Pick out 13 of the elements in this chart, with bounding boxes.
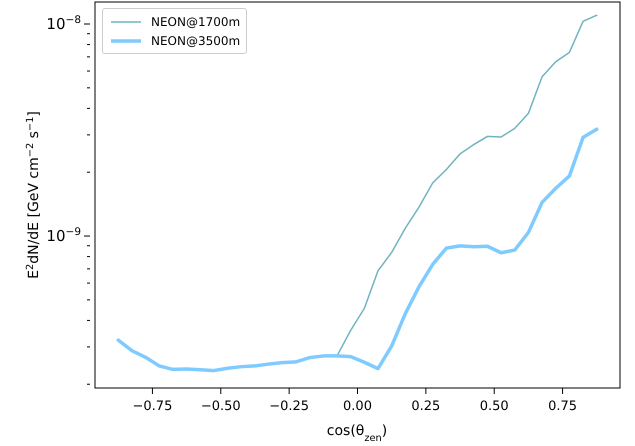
x-axis-title: cos(θ$_{zen}$) <box>326 423 388 444</box>
x-tick-label: −0.50 <box>200 399 241 414</box>
legend-label: NEON@1700m <box>151 14 240 28</box>
y-tick-label: 10$^{−9}$ <box>46 226 81 246</box>
x-tick-label: 0.50 <box>480 399 509 414</box>
x-tick-label: 0.75 <box>548 399 578 414</box>
x-tick-label: −0.75 <box>132 399 172 414</box>
x-tick-label: 0.25 <box>411 399 440 414</box>
line-series <box>116 127 599 372</box>
legend-label: NEON@3500m <box>151 34 240 48</box>
x-tick-label: 0.00 <box>343 399 372 414</box>
y-tick-label: 10$^{−8}$ <box>46 14 81 34</box>
x-tick-label: −0.25 <box>269 399 310 414</box>
